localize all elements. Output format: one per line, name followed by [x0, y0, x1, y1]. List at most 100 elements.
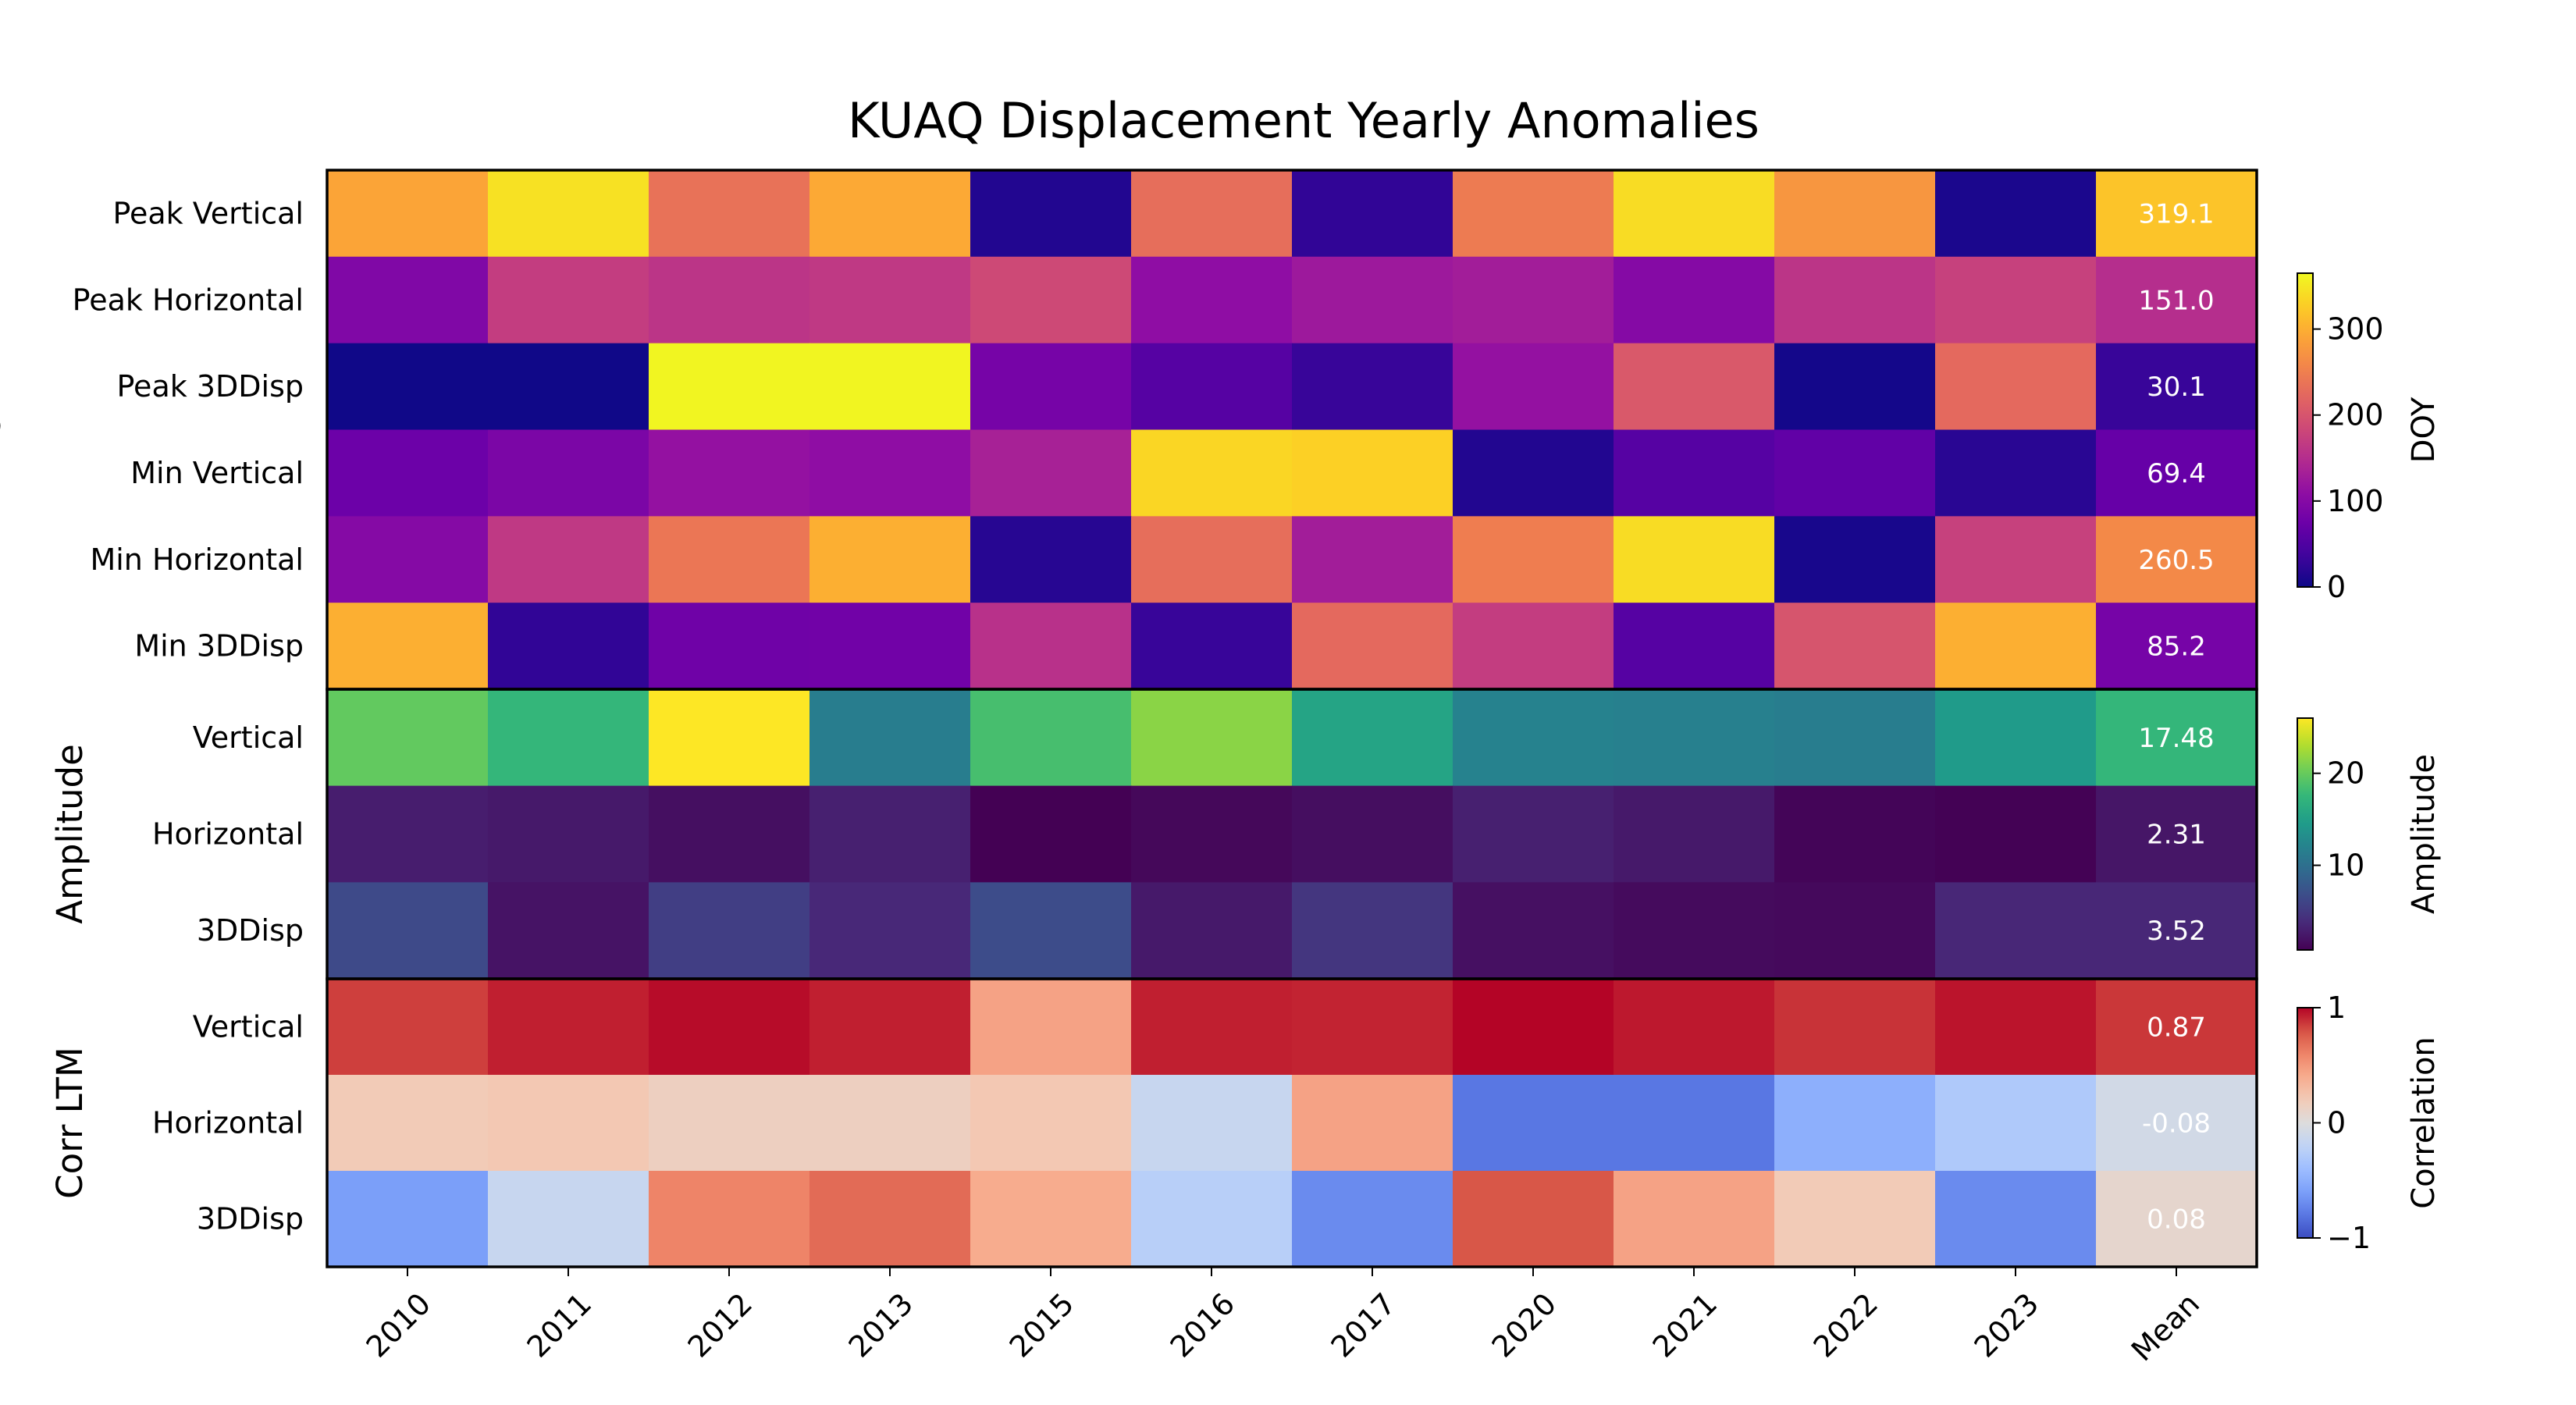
cell-corr-ltm-3ddisp-2022	[1774, 1171, 1936, 1268]
mean-value-doy-min-horizontal: 260.5	[2138, 545, 2214, 576]
x-tick-label-2022: 2022	[1807, 1286, 1885, 1364]
cell-amplitude-3ddisp-2020	[1453, 882, 1614, 980]
cell-corr-ltm-3ddisp-2017	[1292, 1171, 1453, 1268]
cell-corr-ltm-3ddisp-2011	[488, 1171, 649, 1268]
cell-doy-min-3ddisp-2012	[649, 603, 810, 690]
cell-doy-min-horizontal-2023	[1935, 516, 2097, 603]
cell-doy-peak-vertical-2021	[1614, 170, 1775, 258]
cell-amplitude-vertical-2020	[1453, 689, 1614, 787]
cell-doy-min-vertical-2011	[488, 429, 649, 518]
cell-corr-ltm-3ddisp-2010	[327, 1171, 489, 1268]
x-tick-label-2023: 2023	[1968, 1286, 2046, 1364]
cell-amplitude-3ddisp-2017	[1292, 882, 1453, 980]
cell-doy-peak-3ddisp-2015	[970, 343, 1132, 431]
cell-doy-min-horizontal-2021	[1614, 516, 1775, 603]
cell-doy-peak-3ddisp-2012	[649, 343, 810, 431]
cell-doy-peak-vertical-2011	[488, 170, 649, 258]
cell-amplitude-horizontal-mean	[2096, 785, 2258, 884]
cell-corr-ltm-horizontal-2010	[327, 1075, 489, 1172]
cell-doy-peak-horizontal-2013	[809, 256, 971, 344]
cell-corr-ltm-vertical-mean	[2096, 979, 2258, 1076]
cell-corr-ltm-vertical-2015	[970, 979, 1132, 1076]
cell-amplitude-vertical-2023	[1935, 689, 2097, 787]
colorbar-tick-label-corr-ltm: 1	[2327, 991, 2346, 1025]
cell-corr-ltm-3ddisp-mean	[2096, 1171, 2258, 1268]
cell-doy-min-3ddisp-2011	[488, 603, 649, 690]
colorbar-tick-label-doy: 0	[2327, 570, 2346, 604]
cell-corr-ltm-vertical-2013	[809, 979, 971, 1076]
cell-doy-peak-3ddisp-mean	[2096, 343, 2258, 431]
group-label-amplitude: Amplitude	[49, 744, 91, 924]
cell-amplitude-vertical-2015	[970, 689, 1132, 787]
cell-doy-peak-vertical-2016	[1131, 170, 1293, 258]
mean-value-doy-peak-vertical: 319.1	[2138, 198, 2214, 229]
x-tick-label-mean: Mean	[2125, 1286, 2206, 1368]
cell-amplitude-horizontal-2011	[488, 785, 649, 884]
cell-corr-ltm-3ddisp-2015	[970, 1171, 1132, 1268]
colorbar-label-amplitude: Amplitude	[2406, 754, 2442, 914]
cell-corr-ltm-3ddisp-2021	[1614, 1171, 1775, 1268]
cell-doy-peak-3ddisp-2017	[1292, 343, 1453, 431]
cell-doy-min-horizontal-2010	[327, 516, 489, 603]
cell-doy-peak-horizontal-2017	[1292, 256, 1453, 344]
cell-doy-peak-horizontal-2021	[1614, 256, 1775, 344]
cell-doy-min-3ddisp-mean	[2096, 603, 2258, 690]
colorbar-doy	[2297, 272, 2314, 588]
chart-title: KUAQ Displacement Yearly Anomalies	[848, 92, 1759, 149]
mean-value-corr-ltm-3ddisp: 0.08	[2147, 1204, 2206, 1236]
cell-doy-peak-3ddisp-2016	[1131, 343, 1293, 431]
cell-corr-ltm-3ddisp-2023	[1935, 1171, 2097, 1268]
colorbar-tick-label-corr-ltm: 0	[2327, 1106, 2346, 1140]
cell-amplitude-horizontal-2022	[1774, 785, 1936, 884]
mean-value-corr-ltm-vertical: 0.87	[2147, 1012, 2206, 1044]
colorbar-amplitude	[2297, 717, 2314, 951]
cell-doy-peak-horizontal-2022	[1774, 256, 1936, 344]
x-tick-label-2016: 2016	[1164, 1286, 1242, 1364]
cell-amplitude-horizontal-2021	[1614, 785, 1775, 884]
cell-corr-ltm-3ddisp-2020	[1453, 1171, 1614, 1268]
row-label-doy-peak-vertical: Peak Vertical	[112, 196, 304, 230]
cell-doy-min-vertical-2013	[809, 429, 971, 518]
cell-doy-min-3ddisp-2015	[970, 603, 1132, 690]
cell-amplitude-3ddisp-2011	[488, 882, 649, 980]
cell-corr-ltm-horizontal-2013	[809, 1075, 971, 1172]
cell-amplitude-vertical-2017	[1292, 689, 1453, 787]
cell-amplitude-3ddisp-2021	[1614, 882, 1775, 980]
cell-doy-peak-horizontal-2015	[970, 256, 1132, 344]
cell-corr-ltm-3ddisp-2013	[809, 1171, 971, 1268]
mean-value-amplitude-horizontal: 2.31	[2147, 820, 2206, 851]
cell-amplitude-horizontal-2017	[1292, 785, 1453, 884]
cell-corr-ltm-vertical-2011	[488, 979, 649, 1076]
row-label-doy-peak-horizontal: Peak Horizontal	[73, 283, 304, 317]
row-label-corr-ltm-vertical: Vertical	[193, 1010, 304, 1044]
cell-amplitude-3ddisp-2023	[1935, 882, 2097, 980]
mean-value-doy-min-3ddisp: 85.2	[2147, 631, 2206, 663]
cell-doy-peak-horizontal-2011	[488, 256, 649, 344]
colorbar-label-doy: DOY	[2406, 397, 2442, 463]
cell-amplitude-3ddisp-2016	[1131, 882, 1293, 980]
cell-doy-peak-vertical-2015	[970, 170, 1132, 258]
colorbar-tick-label-doy: 100	[2327, 484, 2384, 518]
cell-corr-ltm-horizontal-2012	[649, 1075, 810, 1172]
cell-doy-peak-vertical-2013	[809, 170, 971, 258]
cell-doy-min-horizontal-2013	[809, 516, 971, 603]
cell-corr-ltm-vertical-2016	[1131, 979, 1293, 1076]
mean-value-corr-ltm-horizontal: -0.08	[2142, 1108, 2211, 1140]
cell-amplitude-3ddisp-2015	[970, 882, 1132, 980]
cell-doy-min-vertical-2012	[649, 429, 810, 518]
cell-amplitude-3ddisp-2010	[327, 882, 489, 980]
cell-corr-ltm-horizontal-2017	[1292, 1075, 1453, 1172]
cell-corr-ltm-horizontal-2011	[488, 1075, 649, 1172]
mean-value-amplitude-vertical: 17.48	[2138, 723, 2214, 754]
cell-doy-min-3ddisp-2013	[809, 603, 971, 690]
cell-doy-min-3ddisp-2023	[1935, 603, 2097, 690]
cell-doy-min-vertical-2022	[1774, 429, 1936, 518]
cell-amplitude-vertical-2012	[649, 689, 810, 787]
cell-doy-min-3ddisp-2020	[1453, 603, 1614, 690]
cell-doy-min-vertical-2020	[1453, 429, 1614, 518]
cell-doy-min-horizontal-2015	[970, 516, 1132, 603]
x-tick-label-2015: 2015	[1003, 1286, 1081, 1364]
cell-doy-min-horizontal-2020	[1453, 516, 1614, 603]
cell-doy-min-3ddisp-2021	[1614, 603, 1775, 690]
